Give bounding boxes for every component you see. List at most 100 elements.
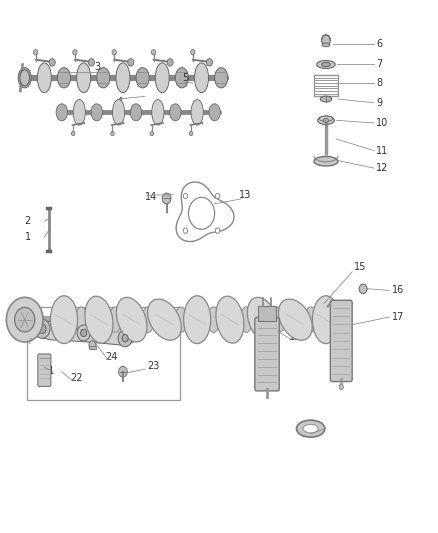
Ellipse shape (184, 296, 211, 344)
Ellipse shape (116, 63, 130, 93)
Bar (89, 346, 96, 349)
Ellipse shape (18, 68, 31, 88)
Ellipse shape (85, 296, 113, 343)
Text: 1: 1 (25, 232, 31, 243)
FancyBboxPatch shape (255, 318, 279, 391)
Text: 13: 13 (239, 190, 251, 200)
Ellipse shape (117, 297, 147, 342)
Ellipse shape (97, 68, 110, 88)
Circle shape (14, 308, 35, 332)
Text: 4: 4 (117, 96, 123, 107)
Ellipse shape (37, 63, 51, 93)
Ellipse shape (91, 104, 102, 121)
Ellipse shape (304, 307, 317, 333)
Circle shape (215, 193, 220, 199)
Ellipse shape (320, 96, 332, 102)
Circle shape (215, 228, 220, 233)
Ellipse shape (75, 307, 88, 333)
Circle shape (339, 384, 343, 390)
Text: 21: 21 (42, 366, 55, 376)
Text: 14: 14 (145, 192, 157, 203)
Circle shape (7, 297, 43, 342)
Text: 22: 22 (71, 373, 83, 383)
Ellipse shape (136, 68, 149, 88)
Circle shape (34, 319, 50, 338)
Circle shape (191, 50, 195, 55)
Text: 15: 15 (354, 262, 367, 271)
Text: 10: 10 (376, 118, 389, 128)
Text: 23: 23 (147, 361, 159, 372)
Polygon shape (33, 321, 136, 345)
Ellipse shape (194, 63, 208, 93)
Circle shape (122, 335, 128, 342)
Ellipse shape (321, 62, 330, 67)
Ellipse shape (131, 104, 142, 121)
Circle shape (73, 50, 77, 55)
Circle shape (206, 59, 212, 66)
Circle shape (38, 324, 46, 334)
Ellipse shape (57, 68, 71, 88)
Circle shape (112, 50, 117, 55)
Text: 6: 6 (376, 39, 382, 49)
Bar (258, 306, 276, 321)
Circle shape (359, 284, 367, 294)
Ellipse shape (109, 307, 121, 333)
Bar (27, 308, 180, 400)
Ellipse shape (148, 299, 181, 340)
Text: 19: 19 (289, 332, 301, 342)
Text: 2: 2 (25, 216, 31, 227)
Ellipse shape (152, 100, 164, 125)
Circle shape (89, 341, 96, 350)
Ellipse shape (314, 157, 338, 166)
Ellipse shape (77, 63, 91, 93)
Ellipse shape (312, 296, 339, 344)
Ellipse shape (215, 68, 228, 88)
Text: 20: 20 (18, 333, 31, 343)
Text: 17: 17 (392, 312, 404, 322)
Ellipse shape (113, 100, 125, 125)
Ellipse shape (56, 104, 67, 121)
Text: 24: 24 (106, 352, 118, 362)
FancyBboxPatch shape (330, 300, 352, 382)
Ellipse shape (297, 420, 325, 437)
Ellipse shape (317, 61, 335, 68)
Circle shape (33, 50, 38, 55)
Circle shape (118, 330, 132, 347)
Ellipse shape (247, 297, 278, 342)
Circle shape (128, 59, 134, 66)
Circle shape (88, 59, 95, 66)
Circle shape (119, 367, 127, 377)
Circle shape (150, 132, 153, 136)
Ellipse shape (208, 307, 219, 333)
Text: 18: 18 (302, 429, 314, 439)
Ellipse shape (279, 299, 312, 340)
FancyBboxPatch shape (38, 354, 51, 386)
Circle shape (81, 329, 87, 337)
Circle shape (183, 228, 187, 233)
Ellipse shape (170, 104, 181, 121)
Ellipse shape (240, 307, 252, 333)
Circle shape (162, 193, 171, 204)
Text: 8: 8 (376, 78, 382, 88)
Ellipse shape (322, 43, 330, 47)
Ellipse shape (20, 70, 29, 86)
Circle shape (71, 132, 75, 136)
Ellipse shape (209, 104, 220, 121)
Ellipse shape (318, 116, 334, 125)
Circle shape (111, 132, 114, 136)
Ellipse shape (73, 100, 85, 125)
Circle shape (151, 50, 155, 55)
Ellipse shape (175, 307, 187, 333)
Text: 9: 9 (376, 98, 382, 108)
Circle shape (77, 325, 90, 341)
Ellipse shape (216, 296, 244, 343)
Ellipse shape (303, 424, 318, 433)
Ellipse shape (155, 63, 169, 93)
Circle shape (183, 193, 187, 199)
Ellipse shape (175, 68, 188, 88)
Text: 12: 12 (376, 163, 389, 173)
Circle shape (321, 35, 330, 45)
Circle shape (167, 59, 173, 66)
Ellipse shape (273, 307, 285, 333)
Text: 11: 11 (376, 146, 389, 156)
